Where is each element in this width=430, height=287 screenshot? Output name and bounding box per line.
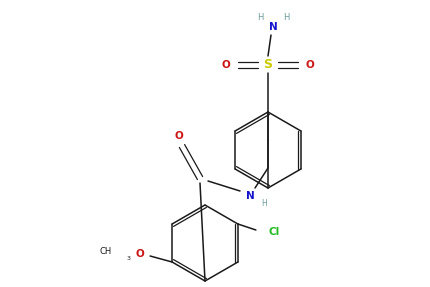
Text: CH: CH (100, 247, 112, 255)
Text: O: O (174, 131, 183, 141)
Text: O: O (221, 60, 230, 70)
Text: H: H (256, 13, 263, 22)
Text: methoxy: methoxy (115, 245, 121, 247)
Text: N: N (245, 191, 254, 201)
Text: S: S (263, 59, 272, 71)
Text: H: H (261, 199, 266, 208)
Text: N: N (268, 22, 277, 32)
Text: Cl: Cl (267, 227, 279, 237)
Text: H: H (282, 13, 289, 22)
Text: O: O (305, 60, 313, 70)
Text: 3: 3 (126, 256, 130, 261)
Text: O: O (135, 249, 144, 259)
